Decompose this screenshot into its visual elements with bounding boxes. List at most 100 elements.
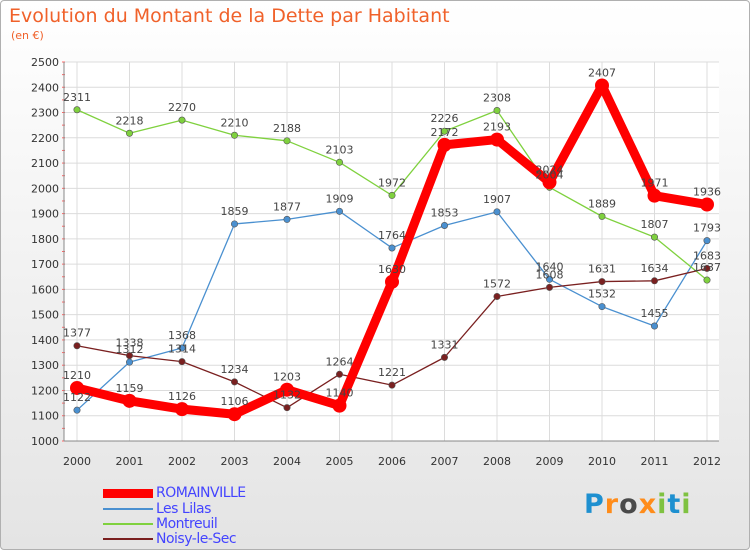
data-point (493, 292, 501, 300)
y-tick-label: 1800 (31, 233, 59, 246)
data-point (595, 78, 609, 93)
data-label: 2210 (221, 116, 249, 129)
data-point (283, 215, 291, 223)
data-point (231, 220, 239, 228)
data-point (545, 275, 553, 283)
data-point (700, 197, 714, 212)
data-label: 1853 (431, 206, 459, 219)
x-tick-label: 2005 (326, 455, 354, 468)
data-label: 1338 (116, 337, 144, 350)
y-tick-label: 1400 (31, 334, 59, 347)
chart-title: Evolution du Montant de la Dette par Hab… (9, 5, 450, 27)
x-tick-label: 2004 (273, 455, 301, 468)
data-label: 2270 (168, 101, 196, 114)
data-label: 1859 (221, 205, 249, 218)
legend-swatch (103, 538, 153, 540)
logo-letter: t (667, 489, 682, 520)
x-tick-label: 2011 (641, 455, 669, 468)
logo-letter: r (604, 489, 620, 520)
data-label: 1972 (378, 176, 406, 189)
data-label: 1377 (63, 327, 91, 340)
data-label: 1126 (168, 390, 196, 403)
data-label: 1264 (326, 355, 354, 368)
data-label: 1132 (273, 389, 301, 402)
data-label: 1122 (63, 391, 91, 404)
data-point (126, 129, 134, 137)
data-point (280, 382, 294, 397)
data-point (73, 342, 81, 350)
y-tick-label: 2400 (31, 81, 59, 94)
data-point (598, 303, 606, 311)
logo-letter: o (619, 489, 639, 520)
data-label: 1106 (221, 395, 249, 408)
x-tick-label: 2012 (693, 455, 721, 468)
data-point (332, 398, 347, 413)
data-label: 1630 (378, 263, 406, 276)
data-point (650, 233, 658, 241)
data-label: 1234 (221, 363, 249, 376)
x-tick-label: 2006 (378, 455, 406, 468)
data-label: 1203 (273, 371, 301, 384)
y-tick-label: 1200 (31, 384, 59, 397)
x-tick-label: 2000 (63, 455, 91, 468)
y-tick-label: 1900 (31, 208, 59, 221)
data-label: 1907 (483, 193, 511, 206)
data-label: 1877 (273, 200, 301, 213)
logo-letter: i (657, 489, 668, 520)
data-label: 1532 (588, 288, 616, 301)
data-point (647, 188, 662, 203)
legend-item-les-lilas: Les Lilas (103, 501, 211, 517)
legend-item-montreuil: Montreuil (103, 516, 218, 532)
legend-label: Noisy-le-Sec (156, 531, 237, 547)
legend-item-romainville: ROMAINVILLE (103, 485, 246, 501)
x-tick-label: 2001 (116, 455, 144, 468)
data-label: 1793 (693, 222, 721, 235)
data-label: 1608 (536, 268, 564, 281)
data-point (650, 277, 658, 285)
data-label: 2308 (483, 92, 511, 105)
y-tick-label: 2300 (31, 107, 59, 120)
data-label: 1637 (693, 261, 721, 274)
data-label: 1631 (588, 263, 616, 276)
y-tick-label: 2500 (31, 56, 59, 69)
data-label: 1140 (326, 387, 354, 400)
data-label: 2188 (273, 122, 301, 135)
data-label: 1331 (431, 338, 459, 351)
data-point (178, 344, 186, 352)
data-label: 2172 (431, 126, 459, 139)
data-point (493, 208, 501, 216)
legend-label: Montreuil (156, 516, 218, 532)
y-tick-label: 1500 (31, 309, 59, 322)
y-tick-label: 2000 (31, 182, 59, 195)
data-label: 1971 (641, 177, 669, 190)
data-point (231, 378, 239, 386)
data-point (73, 106, 81, 114)
legend-swatch (103, 523, 153, 525)
data-label: 1764 (378, 229, 406, 242)
y-tick-label: 1000 (31, 435, 59, 448)
data-label: 1640 (536, 260, 564, 273)
data-point (283, 404, 291, 412)
data-label: 1312 (116, 343, 144, 356)
data-point (388, 244, 396, 252)
data-label: 2024 (536, 163, 564, 176)
data-point (178, 116, 186, 124)
data-label: 1807 (641, 218, 669, 231)
data-point (493, 107, 501, 115)
data-point (437, 137, 452, 152)
data-point (385, 274, 399, 289)
x-tick-label: 2010 (588, 455, 616, 468)
data-point (178, 358, 186, 366)
data-label: 2218 (116, 114, 144, 127)
data-point (440, 127, 448, 135)
data-point (703, 237, 711, 245)
y-tick-label: 1700 (31, 258, 59, 271)
data-point (175, 402, 189, 417)
data-point (650, 322, 658, 330)
data-point (440, 221, 448, 229)
data-point (231, 131, 239, 139)
data-point (598, 278, 606, 286)
x-tick-label: 2009 (536, 455, 564, 468)
x-tick-label: 2003 (221, 455, 249, 468)
